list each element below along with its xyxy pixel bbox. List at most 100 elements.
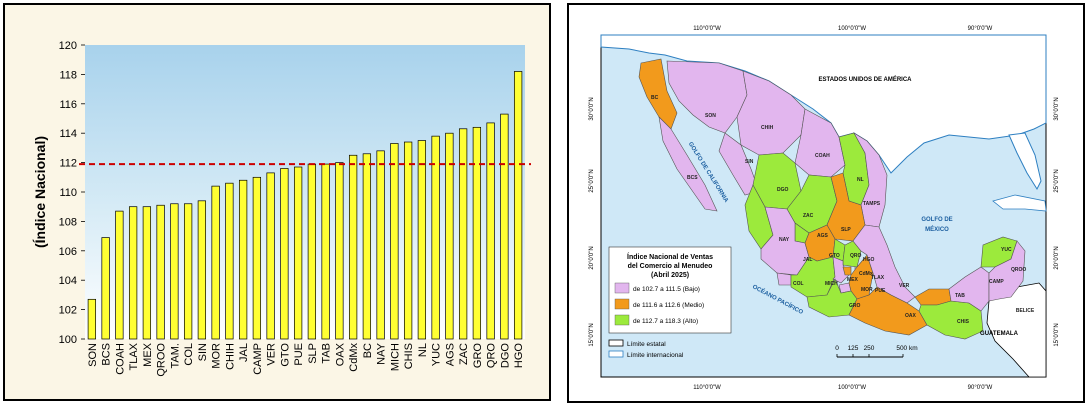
y-tick-label: 108 bbox=[59, 216, 77, 228]
legend-title-3: (Abril 2025) bbox=[651, 272, 689, 279]
coord-bottom-100: 100°0'0"W bbox=[838, 385, 866, 391]
label-jal: JAL bbox=[803, 257, 812, 263]
bar-ver bbox=[266, 172, 275, 340]
bar-bc bbox=[362, 153, 372, 340]
state-gro bbox=[806, 278, 858, 318]
y-tick-label: 114 bbox=[59, 128, 77, 140]
label-yuc: YUC bbox=[1001, 247, 1012, 253]
bar-nay bbox=[376, 150, 385, 340]
y-tick-label: 110 bbox=[59, 187, 77, 199]
bar-col bbox=[183, 203, 193, 340]
bar-hgo bbox=[513, 71, 523, 340]
x-tick-label: MOR bbox=[211, 343, 223, 369]
bar-sin bbox=[197, 200, 207, 340]
label-oax: OAX bbox=[905, 313, 917, 319]
bar-oax bbox=[335, 162, 344, 340]
state-qroo bbox=[988, 240, 1026, 302]
x-tick-label: TAB bbox=[321, 343, 333, 364]
state-col bbox=[776, 272, 792, 286]
state-bcs bbox=[658, 116, 718, 212]
scale-tick-500: 500 km bbox=[896, 345, 917, 352]
bar-dgo bbox=[500, 113, 509, 340]
y-tick-label: 118 bbox=[59, 69, 77, 81]
bar-tlax bbox=[128, 206, 138, 340]
coord-left-25: 25°0'0"N bbox=[589, 169, 595, 192]
label-col: COL bbox=[793, 281, 804, 287]
x-tick-label: HGO bbox=[513, 343, 525, 369]
x-tick-label: PUE bbox=[293, 343, 305, 366]
x-tick-label: OAX bbox=[334, 342, 346, 366]
boundary-estatal-swatch bbox=[608, 339, 624, 347]
bar-yuc bbox=[431, 135, 440, 340]
boundary-estatal-label: Límite estatal bbox=[627, 341, 666, 348]
x-tick-label: MEX bbox=[142, 342, 154, 367]
bar-mex bbox=[142, 206, 152, 340]
x-tick-label: MICH bbox=[389, 343, 401, 371]
label-chih: CHIH bbox=[761, 125, 774, 131]
label-qro: QRO bbox=[850, 253, 862, 259]
label-son: SON bbox=[705, 113, 716, 119]
x-tick-label: BCS bbox=[101, 343, 113, 366]
bar-slp bbox=[307, 163, 317, 340]
legend-swatch-alto bbox=[614, 314, 630, 326]
bar-coah bbox=[115, 210, 124, 340]
bar-mor bbox=[211, 185, 220, 340]
bar-son bbox=[87, 298, 97, 340]
boundary-internacional-swatch bbox=[608, 350, 624, 358]
x-tick-label: NL bbox=[417, 343, 429, 357]
x-tick-label: NAY bbox=[376, 342, 388, 364]
x-tick-label: BC bbox=[362, 343, 374, 358]
label-belice: BELICE bbox=[1016, 308, 1035, 314]
x-tick-label: VER bbox=[266, 343, 278, 366]
x-tick-label: SIN bbox=[197, 343, 209, 361]
coord-top-110: 110°0'0"W bbox=[693, 26, 721, 32]
y-tick-label: 102 bbox=[59, 305, 77, 317]
boundary-legend: Límite estatal Límite internacional bbox=[608, 339, 684, 359]
coord-right-30: 30°0'0"N bbox=[1054, 97, 1060, 120]
bar-gro bbox=[472, 126, 482, 340]
legend-label-alto: de 112.7 a 118.3 (Alto) bbox=[633, 318, 698, 325]
central-america bbox=[986, 282, 1047, 378]
scale-tick-250: 250 bbox=[864, 345, 875, 352]
label-camp: CAMP bbox=[989, 279, 1004, 285]
label-qroo: QROO bbox=[1011, 267, 1026, 273]
y-tick-label: 104 bbox=[59, 275, 77, 287]
coord-top-90: 90°0'0"W bbox=[968, 26, 993, 32]
coord-bottom-110: 110°0'0"W bbox=[693, 385, 721, 391]
x-tick-label: QRO bbox=[486, 343, 498, 369]
label-guatemala: GUATEMALA bbox=[980, 331, 1019, 337]
x-tick-label: CHIS bbox=[403, 343, 415, 369]
coord-right-25: 25°0'0"N bbox=[1054, 169, 1060, 192]
state-mex bbox=[832, 256, 850, 284]
y-tick-label: 120 bbox=[59, 40, 77, 52]
x-tick-label: AGS bbox=[444, 343, 456, 366]
y-tick-label: 100 bbox=[59, 334, 77, 346]
label-cdmx: CdMx bbox=[859, 271, 873, 277]
label-tlax: TLAX bbox=[871, 275, 885, 281]
bar-gto bbox=[280, 168, 289, 340]
label-sin: SIN bbox=[745, 159, 754, 165]
state-mich bbox=[790, 256, 836, 298]
bar-bcs bbox=[101, 237, 110, 340]
bar-jal bbox=[238, 179, 248, 340]
bar-camp bbox=[252, 176, 262, 340]
label-gto: GTO bbox=[829, 253, 840, 259]
coord-left-30: 30°0'0"N bbox=[589, 97, 595, 120]
coord-bottom-90: 90°0'0"W bbox=[968, 385, 993, 391]
cuba bbox=[992, 194, 1047, 212]
coord-left-20: 20°0'0"N bbox=[589, 246, 595, 269]
y-tick-label: 112 bbox=[59, 158, 77, 170]
x-tick-label: COL bbox=[183, 343, 195, 366]
x-tick-label: CdMx bbox=[348, 343, 360, 372]
x-tick-label: GRO bbox=[472, 343, 484, 369]
map-panel: 110°0'0"W 100°0'0"W 90°0'0"W 110°0'0"W 1… bbox=[567, 3, 1085, 403]
coord-right-15: 15°0'0"N bbox=[1054, 323, 1060, 346]
bar-qro bbox=[486, 122, 495, 340]
label-tab: TAB bbox=[955, 293, 965, 299]
legend-title-1: Índice Nacional de Ventas bbox=[627, 252, 713, 261]
scale-tick-0: 0 bbox=[835, 345, 839, 352]
label-bcs: BCS bbox=[687, 175, 698, 181]
legend-box bbox=[608, 246, 732, 334]
label-dgo: DGO bbox=[777, 187, 789, 193]
